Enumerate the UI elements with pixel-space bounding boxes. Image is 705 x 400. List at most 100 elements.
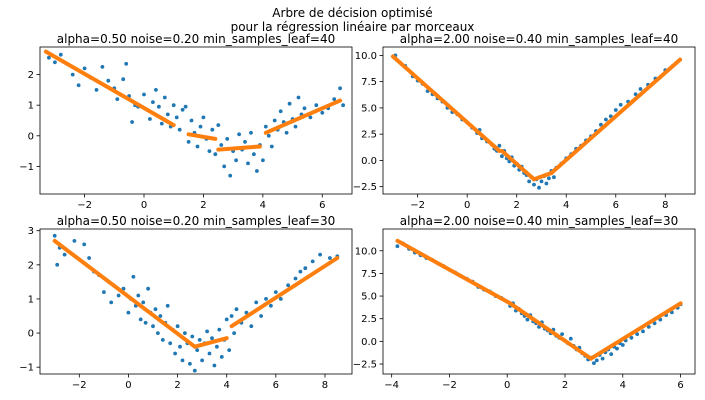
scatter-point bbox=[94, 88, 99, 92]
scatter-point bbox=[55, 262, 60, 267]
y-tick-label: 2 bbox=[28, 70, 34, 81]
scatter-point bbox=[568, 336, 573, 341]
scatter-point bbox=[244, 310, 249, 315]
scatter-point bbox=[500, 154, 504, 159]
scatter-point bbox=[192, 368, 197, 373]
scatter-point bbox=[154, 88, 158, 92]
fit-segment bbox=[43, 49, 176, 128]
scatter-point bbox=[310, 259, 315, 264]
y-tick-label: −2.5 bbox=[353, 360, 377, 371]
scatter-point bbox=[216, 123, 221, 127]
scatter-point bbox=[272, 118, 277, 123]
subplot-title: alpha=0.50 noise=0.20 min_samples_leaf=3… bbox=[57, 214, 335, 228]
scatter-point bbox=[547, 176, 551, 181]
scatter-point bbox=[130, 120, 135, 124]
scatter-point bbox=[82, 66, 87, 71]
scatter-point bbox=[286, 283, 290, 288]
scatter-point bbox=[121, 77, 126, 82]
y-tick-label: −1 bbox=[19, 363, 34, 374]
scatter-point bbox=[532, 182, 536, 187]
scatter-point bbox=[600, 356, 605, 361]
scatter-point bbox=[175, 324, 180, 329]
subplot-title: alpha=2.00 noise=0.40 min_samples_leaf=3… bbox=[400, 214, 678, 228]
y-tick-label: 2 bbox=[28, 260, 34, 271]
x-tick-label: −2 bbox=[442, 380, 457, 391]
y-tick-label: 5.0 bbox=[361, 292, 377, 303]
fit-segment bbox=[186, 132, 218, 141]
fit-segment bbox=[229, 256, 340, 329]
scatter-point bbox=[156, 331, 160, 335]
scatter-point bbox=[165, 303, 170, 308]
scatter-point bbox=[254, 300, 259, 305]
axes-frame bbox=[39, 228, 353, 375]
scatter-point bbox=[278, 297, 283, 301]
scatter-point bbox=[210, 336, 214, 341]
suptitle-line1: Arbre de décision optimisé bbox=[272, 6, 432, 20]
scatter-point bbox=[198, 124, 203, 129]
scatter-point bbox=[58, 52, 63, 57]
scatter-point bbox=[151, 324, 155, 329]
scatter-point bbox=[539, 179, 544, 184]
y-tick-label: −2.5 bbox=[353, 182, 377, 193]
scatter-point bbox=[613, 108, 618, 112]
scatter-point bbox=[52, 233, 57, 238]
fit-segment bbox=[532, 171, 554, 182]
scatter-point bbox=[497, 143, 502, 148]
x-tick-label: 6 bbox=[677, 380, 683, 391]
scatter-point bbox=[76, 83, 81, 88]
scatter-point bbox=[620, 343, 625, 347]
x-tick-label: 6 bbox=[273, 380, 279, 391]
scatter-point bbox=[308, 115, 313, 120]
scatter-point bbox=[287, 101, 292, 106]
scatter-point bbox=[146, 286, 151, 291]
scatter-point bbox=[141, 300, 146, 305]
scatter-point bbox=[186, 140, 191, 144]
scatter-point bbox=[190, 334, 195, 339]
scatter-point bbox=[263, 124, 268, 129]
scatter-point bbox=[537, 185, 541, 190]
fit-segment bbox=[395, 238, 513, 306]
scatter-point bbox=[210, 127, 215, 132]
scatter-point bbox=[219, 143, 224, 147]
fit-segment bbox=[549, 57, 683, 175]
scatter-point bbox=[293, 124, 298, 129]
scatter-point bbox=[338, 86, 342, 91]
scatter-point bbox=[635, 332, 640, 336]
scatter-point bbox=[168, 341, 173, 346]
scatter-point bbox=[395, 244, 400, 249]
scatter-point bbox=[243, 140, 247, 144]
y-tick-label: 0.0 bbox=[361, 337, 377, 348]
x-tick-label: 2 bbox=[200, 200, 206, 211]
scatter-point bbox=[159, 121, 164, 126]
scatter-point bbox=[195, 348, 200, 352]
fit-segment bbox=[390, 54, 502, 153]
y-tick-label: 3 bbox=[28, 226, 34, 237]
scatter-point bbox=[126, 310, 131, 315]
scatter-point bbox=[183, 331, 187, 335]
scatter-point bbox=[116, 293, 121, 298]
subplot-title: alpha=0.50 noise=0.20 min_samples_leaf=4… bbox=[57, 32, 335, 46]
scatter-point bbox=[328, 256, 332, 260]
scatter-point bbox=[232, 331, 237, 335]
scatter-point bbox=[341, 103, 345, 108]
scatter-point bbox=[153, 307, 158, 312]
scatter-point bbox=[124, 61, 129, 66]
scatter-point bbox=[633, 92, 638, 97]
subplot-title: alpha=2.00 noise=0.40 min_samples_leaf=4… bbox=[400, 32, 678, 46]
scatter-point bbox=[525, 317, 530, 322]
y-tick-label: 10.0 bbox=[355, 51, 377, 62]
scatter-point bbox=[72, 239, 77, 243]
scatter-point bbox=[201, 115, 206, 120]
scatter-point bbox=[180, 358, 185, 363]
scatter-point bbox=[200, 358, 205, 363]
scatter-point bbox=[259, 314, 263, 318]
scatter-point bbox=[320, 110, 325, 115]
scatter-point bbox=[604, 117, 608, 122]
scatter-point bbox=[234, 307, 239, 312]
axes-frame bbox=[382, 46, 696, 195]
scatter-point bbox=[115, 97, 120, 101]
scatter-point bbox=[609, 352, 614, 356]
scatter-point bbox=[100, 65, 105, 69]
scatter-point bbox=[269, 303, 273, 308]
scatter-point bbox=[303, 266, 308, 271]
